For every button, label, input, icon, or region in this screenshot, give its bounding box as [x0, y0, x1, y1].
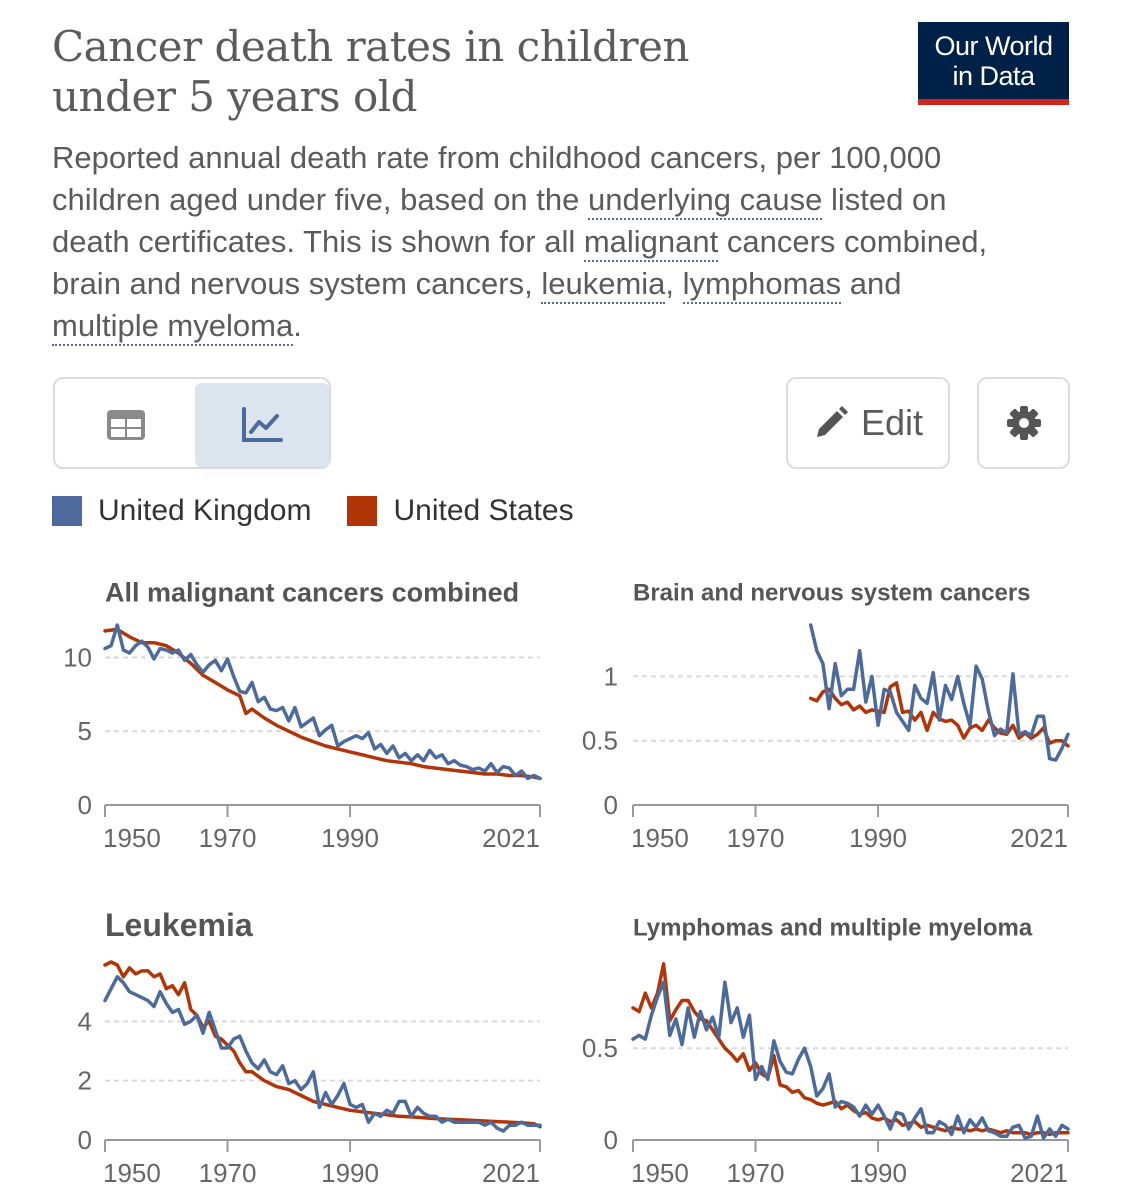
- x-tick-label: 2021: [1010, 823, 1068, 853]
- x-tick-label: 1970: [199, 823, 257, 853]
- y-tick-label: 1: [604, 661, 618, 691]
- edit-label: Edit: [860, 402, 924, 443]
- legend: United Kingdom United States: [52, 490, 610, 532]
- series-line-united-kingdom[interactable]: [103, 975, 542, 1133]
- logo-line-1: Our World: [934, 30, 1053, 61]
- y-tick-label: 5: [78, 716, 92, 746]
- x-tick-label: 1990: [849, 1158, 907, 1188]
- table-icon: [107, 410, 145, 440]
- x-tick-label: 2021: [482, 1158, 540, 1188]
- y-tick-label: 10: [63, 642, 92, 672]
- legend-item-united-states[interactable]: United States: [347, 494, 574, 528]
- subtitle-text: listed on death certificates. This is sh…: [52, 182, 947, 259]
- x-tick-label: 1990: [321, 823, 379, 853]
- subtitle-text: and: [841, 266, 902, 301]
- chart-panel: Brain and nervous system cancers 0 0.5 1 195…: [582, 579, 1070, 853]
- chart-panel: Leukemia 0 2 4 1950 1970 1990 2021: [78, 907, 542, 1188]
- legend-swatch-us: [347, 496, 378, 526]
- settings-button[interactable]: [977, 377, 1070, 469]
- legend-label: United Kingdom: [98, 494, 312, 527]
- chart-panel: Lymphomas and multiple myeloma 0 0.5 1950 19…: [582, 914, 1070, 1188]
- edit-button[interactable]: Edit: [786, 377, 950, 469]
- panel-title: All malignant cancers combined: [105, 577, 519, 607]
- definition-link-underlying-cause[interactable]: underlying cause: [588, 182, 823, 220]
- subtitle-text: ,: [665, 266, 683, 301]
- x-tick-label: 2021: [482, 823, 540, 853]
- subtitle-text: Reported annual death rate from childhoo…: [52, 140, 942, 217]
- x-tick-label: 1990: [321, 1158, 379, 1188]
- series-line-united-kingdom[interactable]: [808, 623, 1070, 762]
- legend-swatch-uk: [52, 496, 82, 526]
- chart-subtitle: Reported annual death rate from childhoo…: [52, 137, 1012, 347]
- x-tick-label: 1970: [199, 1158, 257, 1188]
- x-tick-label: 1950: [103, 823, 161, 853]
- definition-link-multiple-myeloma[interactable]: multiple myeloma: [52, 308, 294, 346]
- view-toggle: [53, 377, 331, 469]
- y-tick-label: 0.5: [582, 726, 618, 756]
- x-tick-label: 1950: [631, 1158, 689, 1188]
- legend-label: United States: [393, 494, 574, 527]
- x-tick-label: 1950: [631, 823, 689, 853]
- table-view-button[interactable]: [59, 383, 193, 467]
- y-tick-label: 0: [604, 790, 618, 820]
- subtitle-text: .: [293, 308, 302, 343]
- y-tick-label: 2: [78, 1066, 92, 1096]
- y-tick-label: 0: [78, 1125, 92, 1155]
- line-chart-icon: [242, 407, 283, 442]
- logo-line-2: in Data: [952, 60, 1035, 91]
- panel-title: Lymphomas and multiple myeloma: [633, 914, 1033, 941]
- x-tick-label: 1990: [849, 823, 907, 853]
- series-line-united-kingdom[interactable]: [631, 980, 1070, 1140]
- definition-link-leukemia[interactable]: leukemia: [541, 266, 666, 304]
- definition-link-lymphomas[interactable]: lymphomas: [682, 266, 842, 304]
- y-tick-label: 4: [78, 1006, 92, 1036]
- legend-item-united-kingdom[interactable]: United Kingdom: [52, 494, 311, 528]
- chart-panel: All malignant cancers combined 0 5 10 1950 19…: [63, 577, 542, 853]
- gear-icon: [1006, 406, 1041, 440]
- panel-title: Leukemia: [105, 907, 253, 943]
- series-line-united-kingdom[interactable]: [103, 623, 542, 781]
- x-tick-label: 1950: [103, 1158, 161, 1188]
- x-tick-label: 1970: [727, 823, 785, 853]
- our-world-in-data-logo[interactable]: Our World in Data: [918, 22, 1069, 105]
- panel-title: Brain and nervous system cancers: [633, 579, 1031, 606]
- series-line-united-states[interactable]: [631, 962, 1070, 1137]
- x-tick-label: 2021: [1010, 1158, 1068, 1188]
- definition-link-malignant[interactable]: malignant: [583, 224, 719, 262]
- chart-view-button[interactable]: [195, 383, 329, 467]
- pencil-icon: [816, 406, 848, 437]
- chart-title: Cancer death rates in children under 5 y…: [52, 22, 689, 121]
- x-tick-label: 1970: [727, 1158, 785, 1188]
- subtitle-text: cancers combined, brain and nervous syst…: [52, 224, 988, 301]
- y-tick-label: 0: [78, 790, 92, 820]
- y-tick-label: 0: [604, 1125, 618, 1155]
- y-tick-label: 0.5: [582, 1033, 618, 1063]
